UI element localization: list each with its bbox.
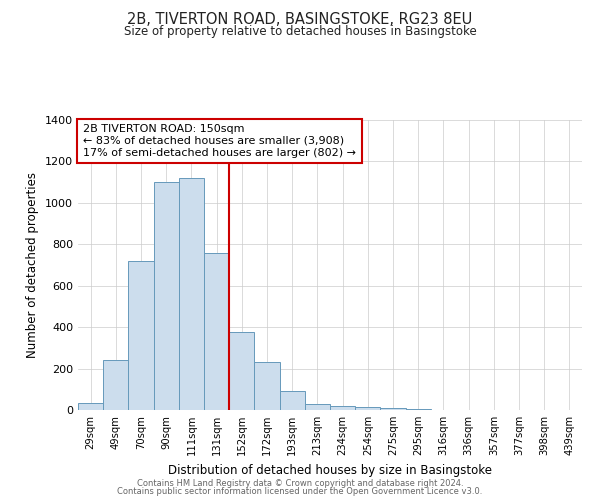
Bar [128, 261, 154, 410]
X-axis label: Distribution of detached houses by size in Basingstoke: Distribution of detached houses by size … [168, 464, 492, 476]
Bar [78, 403, 103, 410]
Text: 2B, TIVERTON ROAD, BASINGSTOKE, RG23 8EU: 2B, TIVERTON ROAD, BASINGSTOKE, RG23 8EU [127, 12, 473, 28]
Text: Contains HM Land Registry data © Crown copyright and database right 2024.: Contains HM Land Registry data © Crown c… [137, 478, 463, 488]
Bar [103, 360, 128, 410]
Bar [229, 332, 254, 410]
Text: Size of property relative to detached houses in Basingstoke: Size of property relative to detached ho… [124, 25, 476, 38]
Bar [254, 362, 280, 410]
Bar [179, 178, 204, 410]
Bar [280, 392, 305, 410]
Bar [305, 404, 330, 410]
Bar [330, 406, 355, 410]
Bar [355, 407, 380, 410]
Text: Contains public sector information licensed under the Open Government Licence v3: Contains public sector information licen… [118, 487, 482, 496]
Bar [204, 252, 229, 410]
Bar [380, 408, 406, 410]
Text: 2B TIVERTON ROAD: 150sqm
← 83% of detached houses are smaller (3,908)
17% of sem: 2B TIVERTON ROAD: 150sqm ← 83% of detach… [83, 124, 356, 158]
Bar [406, 409, 431, 410]
Y-axis label: Number of detached properties: Number of detached properties [26, 172, 40, 358]
Bar [154, 182, 179, 410]
